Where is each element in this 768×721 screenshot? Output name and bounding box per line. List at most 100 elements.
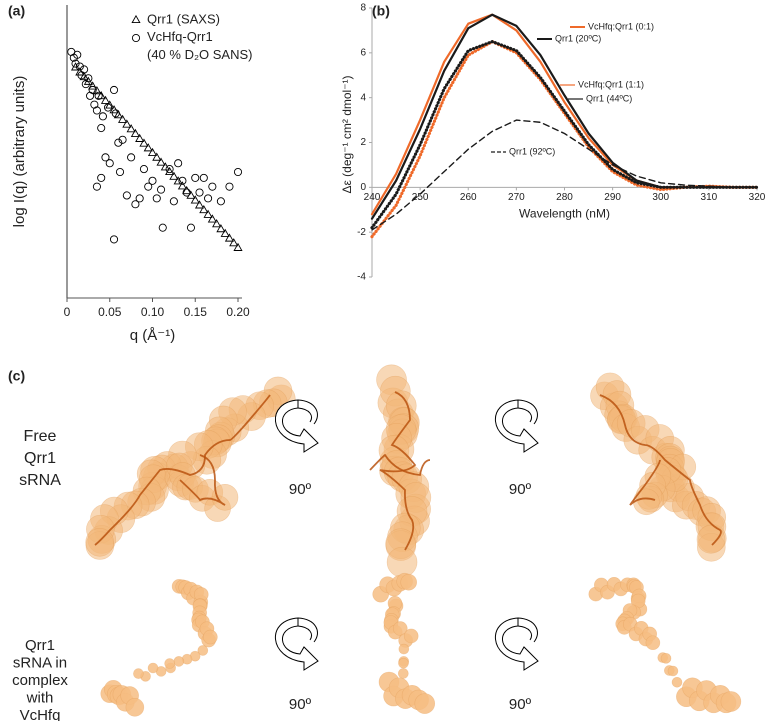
row-label: VcHfq: [20, 707, 61, 721]
bead: [164, 658, 175, 669]
y-axis-label: Δε (deg⁻¹ cm² dmol⁻¹): [340, 75, 354, 193]
bead: [667, 665, 679, 677]
data-point: [169, 171, 179, 180]
data-point: [135, 133, 145, 142]
data-point: [165, 166, 175, 176]
data-point: [148, 176, 157, 185]
x-tick-label: 250: [412, 192, 429, 203]
panel-label: (b): [372, 3, 390, 19]
data-point: [111, 109, 120, 118]
x-tick-label: 260: [460, 192, 477, 203]
data-point: [118, 135, 127, 144]
rotation-arrow: [297, 617, 318, 643]
data-point: [79, 71, 89, 81]
series-label: VcHfq:Qrr1 (1:1): [578, 79, 644, 89]
data-point: [178, 176, 187, 185]
x-tick-label: 270: [508, 192, 525, 203]
data-point: [109, 235, 119, 244]
bead: [400, 573, 417, 591]
data-point: [97, 173, 106, 182]
data-point: [94, 91, 103, 100]
x-tick-label: 0.05: [98, 305, 122, 319]
data-point: [169, 197, 178, 206]
data-point: [233, 242, 243, 251]
y-tick-label: 2: [360, 137, 366, 148]
x-tick-label: 240: [364, 192, 381, 203]
data-point: [105, 159, 114, 168]
data-point: [80, 65, 89, 74]
data-point: [191, 173, 200, 182]
data-point: [75, 62, 84, 71]
structures: [85, 364, 742, 717]
bead: [173, 656, 185, 667]
data-point: [135, 194, 144, 203]
data-point: [92, 86, 102, 95]
rna-ribbon: [629, 459, 661, 506]
data-point: [233, 167, 243, 177]
row-label: with: [26, 689, 54, 706]
data-point: [147, 147, 158, 157]
bead: [211, 483, 239, 511]
y-tick-label: 6: [360, 47, 366, 58]
bead: [671, 676, 683, 688]
bead: [398, 657, 409, 669]
data-point: [97, 124, 106, 133]
data-point: [158, 223, 167, 232]
x-axis-label: q (Å⁻¹): [130, 327, 175, 344]
data-point: [190, 195, 200, 204]
series-label: Qrr1 (20ºC): [555, 33, 601, 43]
series-label: Qrr1 (44ºC): [586, 93, 632, 103]
data-point: [165, 165, 174, 174]
rotation-arrow: [494, 399, 539, 453]
bead: [633, 488, 660, 516]
legend-marker: [131, 14, 141, 24]
data-point: [122, 119, 132, 128]
panel-label: (a): [8, 3, 25, 19]
rna-ribbon: [94, 394, 271, 546]
legend-line: (40 % D₂O SANS): [147, 47, 252, 62]
data-point: [92, 106, 101, 115]
data-point: [216, 224, 226, 233]
legend-label: VcHfq-Qrr1 (40 % D₂O SANS): [147, 29, 252, 62]
data-point: [186, 223, 196, 232]
data-point: [127, 153, 136, 162]
panel-label: (c): [8, 368, 25, 384]
data-point: [131, 200, 140, 209]
row-label: Qrr1: [25, 637, 55, 654]
legend-line: VcHfq-Qrr1: [147, 29, 216, 44]
data-point: [216, 197, 225, 206]
series-line: [370, 40, 759, 230]
rotation-label: 90º: [289, 696, 312, 713]
bead: [133, 668, 144, 679]
row-label: complex: [12, 672, 68, 689]
rna-ribbon: [599, 394, 722, 546]
data-point: [101, 153, 110, 162]
data-point: [225, 182, 234, 191]
data-point: [182, 185, 192, 195]
data-point: [84, 74, 93, 83]
legend-marker: [131, 33, 141, 43]
x-tick-label: 0.20: [226, 305, 250, 319]
x-tick-label: 290: [604, 192, 621, 203]
data-point: [130, 128, 140, 137]
data-point: [109, 85, 119, 95]
rna-ribbon: [369, 454, 431, 476]
y-tick-label: 4: [360, 92, 366, 103]
row-label: sRNA: [19, 472, 61, 489]
data-point: [208, 182, 217, 191]
y-tick-label: 8: [360, 3, 366, 14]
y-tick-label: -2: [357, 227, 366, 238]
rotation-arrow: [274, 399, 319, 453]
y-tick-label: 0: [360, 182, 366, 193]
data-point: [152, 152, 162, 161]
bead: [660, 653, 672, 664]
data-point: [224, 233, 235, 242]
rotation-arrow: [274, 617, 319, 671]
data-point: [139, 165, 148, 174]
data-point: [98, 112, 107, 121]
data-point: [152, 194, 161, 203]
data-point: [173, 176, 183, 185]
legend-label: Qrr1 (SAXS): [147, 11, 220, 26]
x-tick-label: 280: [556, 192, 573, 203]
